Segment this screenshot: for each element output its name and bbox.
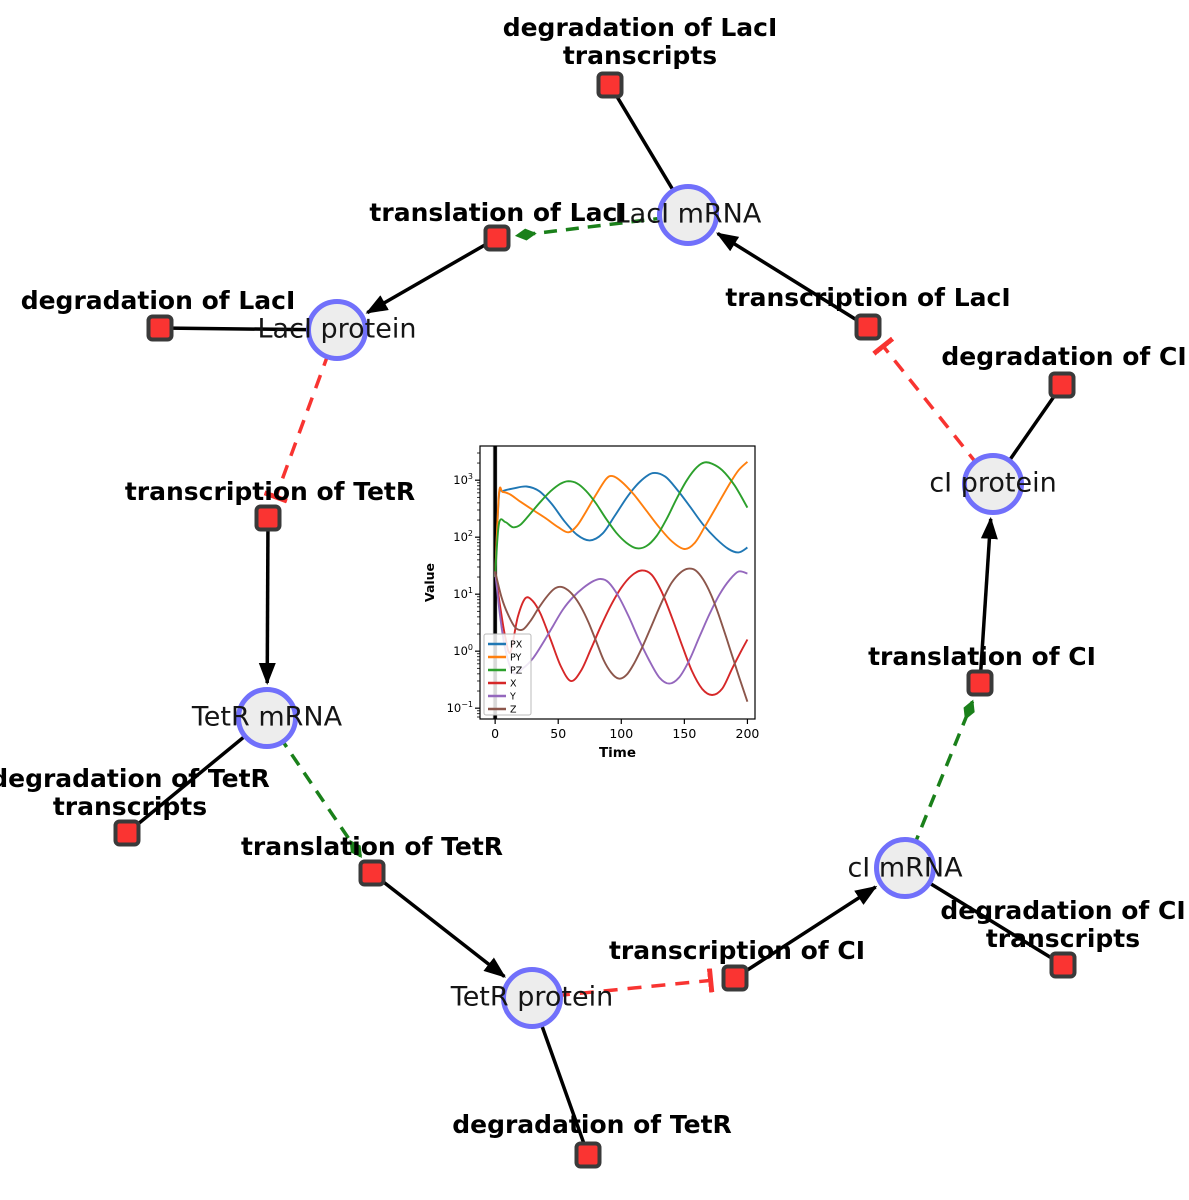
reaction-node-degradation-ci-transcripts[interactable] <box>1049 951 1077 979</box>
reaction-label-degradation-laci: degradation of LacI <box>20 286 296 315</box>
svg-text:10−1: 10−1 <box>447 700 473 715</box>
svg-text:Time: Time <box>599 745 636 761</box>
edge-translation-laci-to-laci-protein <box>365 236 498 315</box>
edge-translation-ci-to-ci-protein <box>978 516 998 684</box>
species-node-tetr-mrna[interactable] <box>236 687 298 749</box>
reaction-node-translation-ci[interactable] <box>966 669 994 697</box>
species-label-laci-mrna: LacI mRNA <box>614 198 762 230</box>
species-node-laci-mrna[interactable] <box>657 184 719 246</box>
species-node-laci-protein[interactable] <box>306 299 368 361</box>
svg-text:200: 200 <box>736 726 760 741</box>
svg-text:100: 100 <box>453 643 473 658</box>
svg-text:PY: PY <box>510 653 522 664</box>
reaction-node-degradation-tetr[interactable] <box>574 1141 602 1169</box>
edge-transcription-tetr-to-tetr-mrna <box>258 517 276 685</box>
svg-text:0: 0 <box>491 726 499 741</box>
svg-text:50: 50 <box>550 726 566 741</box>
svg-text:Z: Z <box>510 705 517 716</box>
reaction-node-degradation-laci[interactable] <box>146 314 174 342</box>
svg-text:102: 102 <box>453 529 473 544</box>
reaction-label-translation-tetr: translation of TetR <box>240 832 504 861</box>
reaction-label-transcription-tetr: transcription of TetR <box>124 477 416 506</box>
reaction-label-degradation-laci-transcripts: degradation of LacI transcripts <box>502 13 778 70</box>
edge-translation-tetr-to-tetr-protein <box>370 871 506 978</box>
edge-transcription-ci-to-ci-mrna <box>734 885 878 980</box>
reaction-node-degradation-ci[interactable] <box>1048 371 1076 399</box>
reaction-node-transcription-ci[interactable] <box>721 964 749 992</box>
svg-text:PZ: PZ <box>510 666 523 677</box>
species-node-tetr-protein[interactable] <box>501 967 563 1029</box>
svg-text:PX: PX <box>510 640 523 651</box>
svg-text:150: 150 <box>672 726 696 741</box>
species-label-ci-mrna: cI mRNA <box>847 852 963 884</box>
svg-text:Y: Y <box>509 692 516 703</box>
edge-transcription-laci-to-laci-mrna <box>716 232 869 329</box>
svg-text:101: 101 <box>453 586 473 601</box>
reaction-node-transcription-laci[interactable] <box>854 313 882 341</box>
reaction-label-transcription-laci: transcription of LacI <box>725 283 1011 312</box>
reaction-node-degradation-laci-transcripts[interactable] <box>596 71 624 99</box>
inset-plot: 0 50 100 150 200 10−1 100 101 102 103 Time Value PX P… <box>420 430 780 775</box>
reaction-node-transcription-tetr[interactable] <box>254 504 282 532</box>
species-node-ci-protein[interactable] <box>962 453 1024 515</box>
reaction-node-translation-tetr[interactable] <box>358 859 386 887</box>
reaction-label-degradation-tetr-transcripts: degradation of TetR transcripts <box>0 764 270 821</box>
reaction-label-degradation-ci-transcripts: degradation of CI transcripts <box>940 896 1186 953</box>
species-label-ci-protein: cI protein <box>929 467 1057 499</box>
reaction-label-translation-laci: translation of LacI <box>369 198 627 227</box>
species-label-tetr-protein: TetR protein <box>450 981 614 1013</box>
reaction-label-transcription-ci: transcription of CI <box>608 936 866 965</box>
reaction-node-degradation-tetr-transcripts[interactable] <box>113 819 141 847</box>
inset-plot-svg: 0 50 100 150 200 10−1 100 101 102 103 Time Value PX P… <box>422 445 760 761</box>
reaction-node-translation-laci[interactable] <box>483 224 511 252</box>
svg-text:Value: Value <box>422 563 437 602</box>
svg-text:X: X <box>510 679 517 690</box>
species-label-tetr-mrna: TetR mRNA <box>191 701 343 733</box>
species-label-laci-protein: LacI protein <box>257 313 417 345</box>
reaction-label-translation-ci: translation of CI <box>868 642 1096 671</box>
reaction-label-degradation-tetr: degradation of TetR <box>452 1110 732 1139</box>
svg-text:103: 103 <box>453 472 473 487</box>
svg-text:100: 100 <box>609 726 633 741</box>
reaction-label-degradation-ci: degradation of CI <box>941 342 1187 371</box>
species-node-ci-mrna[interactable] <box>874 837 936 899</box>
